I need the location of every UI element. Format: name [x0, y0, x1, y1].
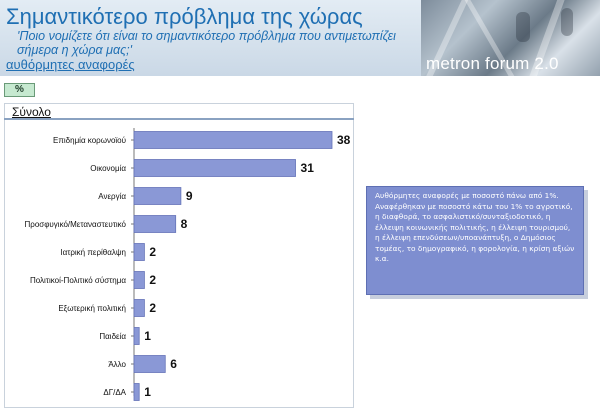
- category-label: Προσφυγικό/Μεταναστευτικό: [25, 220, 127, 229]
- bar: [133, 383, 140, 401]
- value-label: 38: [337, 133, 351, 147]
- page-title: Σημαντικότερο πρόβλημα της χώρας: [6, 4, 363, 29]
- survey-question: 'Ποιο νομίζετε ότι είναι το σημαντικότερ…: [17, 29, 396, 57]
- panel-title: Σύνολο: [12, 105, 51, 119]
- category-label: Πολιτικοί-Πολιτικό σύστημα: [30, 276, 126, 285]
- note-box: Αυθόρμητες αναφορές με ποσοστό πάνω από …: [366, 186, 584, 295]
- value-label: 2: [149, 273, 156, 287]
- category-label: Ανεργία: [98, 192, 126, 201]
- category-label: Εξωτερική πολιτική: [58, 304, 126, 313]
- brand-logo: metron forum 2.0: [426, 54, 559, 73]
- value-label: 8: [181, 217, 188, 231]
- subtitle-link[interactable]: αυθόρμητες αναφορές: [6, 57, 135, 72]
- category-label: Άλλο: [108, 360, 126, 369]
- percent-button[interactable]: %: [4, 83, 35, 97]
- value-label: 2: [149, 301, 156, 315]
- category-label: ΔΓ/ΔΑ: [103, 388, 126, 397]
- value-label: 1: [144, 385, 151, 399]
- value-label: 1: [144, 329, 151, 343]
- value-label: 9: [186, 189, 193, 203]
- bar: [133, 215, 177, 233]
- panel-divider: [4, 118, 354, 120]
- bar: [133, 187, 182, 205]
- value-label: 2: [149, 245, 156, 259]
- bar: [133, 131, 333, 149]
- category-label: Ιατρική περίθαλψη: [60, 248, 126, 257]
- value-label: 31: [301, 161, 315, 175]
- bar: [133, 243, 145, 261]
- category-label: Οικονομία: [90, 164, 126, 173]
- bar: [133, 355, 166, 373]
- header-photo: [421, 0, 600, 76]
- bar: [133, 299, 145, 317]
- bar: [133, 327, 140, 345]
- category-label: Παιδεία: [99, 332, 126, 341]
- bar: [133, 159, 296, 177]
- bar: [133, 271, 145, 289]
- value-label: 6: [170, 357, 177, 371]
- chart-panel: [4, 103, 354, 408]
- category-label: Επιδημία κορωνοϊού: [53, 136, 126, 145]
